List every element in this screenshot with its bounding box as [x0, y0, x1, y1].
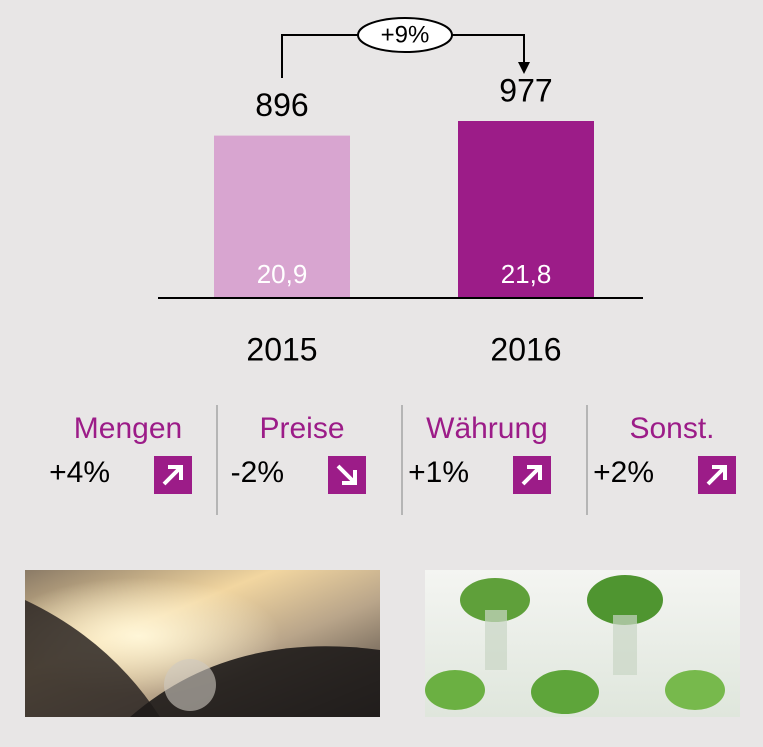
change-oval: [357, 17, 453, 53]
trend-arrow: [706, 465, 727, 486]
x-tick-label: 2015: [246, 331, 317, 367]
factors: Mengen +4% Preise -2% Währung +1% Sonst. +2%: [49, 412, 736, 494]
photo-plants: [425, 570, 740, 717]
trend-arrow: [336, 464, 357, 485]
value-label: 977: [499, 72, 552, 108]
factor-change: -2%: [231, 456, 284, 489]
factor-label: Währung: [426, 412, 548, 445]
change-arrowhead: [518, 62, 530, 74]
bar: [458, 121, 594, 297]
factor-change: +4%: [49, 456, 110, 489]
factor-change: +1%: [408, 456, 469, 489]
x-tick-label: 2016: [490, 331, 561, 367]
inner-label: 21,8: [501, 259, 552, 289]
factor-label: Sonst.: [629, 412, 714, 445]
trend-arrow: [162, 465, 183, 486]
trend-arrow: [521, 465, 542, 486]
change-label: +9%: [381, 21, 430, 48]
bars: 896 20,9 2015 977 21,8 2016: [214, 72, 594, 367]
factor-change: +2%: [593, 456, 654, 489]
value-label: 896: [255, 87, 308, 123]
photo-car: [25, 570, 380, 717]
bar: [214, 135, 350, 297]
inner-label: 20,9: [257, 259, 308, 289]
factor-label: Preise: [259, 412, 344, 445]
factor-label: Mengen: [74, 412, 182, 445]
change-bracket: [281, 34, 525, 78]
